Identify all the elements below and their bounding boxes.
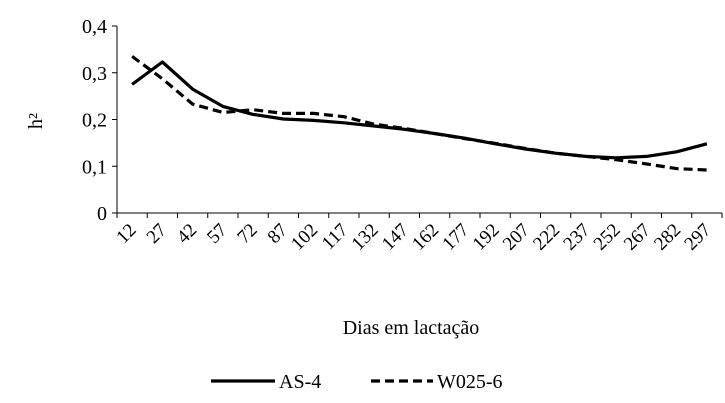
x-tick-label: 117 (318, 220, 353, 255)
y-tick-label: 0,2 (82, 110, 107, 132)
legend: AS-4 W025-6 (211, 371, 503, 393)
x-tick-label: 57 (203, 220, 231, 248)
x-tick-label: 102 (287, 220, 322, 255)
x-tick-label: 27 (143, 220, 171, 248)
x-tick-label: 42 (173, 220, 201, 248)
x-tick-label: 207 (499, 220, 534, 255)
x-tick-label: 147 (378, 220, 413, 255)
x-tick-label: 132 (348, 220, 383, 255)
x-tick-label: 237 (559, 220, 594, 255)
y-axis-ticks: 0 0,1 0,2 0,3 0,4 (82, 16, 117, 225)
x-tick-label: 282 (650, 220, 685, 255)
series-line-w025-6 (131, 55, 707, 172)
y-tick-label: 0,3 (82, 63, 107, 85)
x-axis-ticks: 12 27 42 57 72 871021171321471621771922072222… (112, 213, 723, 255)
series-group (131, 55, 708, 172)
legend-label: AS-4 (279, 371, 321, 393)
x-tick-label: 72 (233, 220, 261, 248)
y-tick-label: 0,4 (82, 16, 107, 38)
x-tick-label: 192 (469, 220, 504, 255)
x-axis-title: Dias em lactação (343, 317, 480, 339)
series-line-as-4 (131, 60, 708, 160)
x-tick-label: 162 (408, 220, 443, 255)
x-tick-label: 177 (438, 220, 473, 255)
x-tick-label: 252 (590, 220, 625, 255)
x-tick-label: 87 (264, 220, 292, 248)
y-tick-label: 0 (97, 203, 107, 225)
y-tick-label: 0,1 (82, 156, 107, 178)
x-tick-label: 222 (529, 220, 564, 255)
x-tick-label: 267 (620, 220, 655, 255)
legend-label: W025-6 (437, 371, 503, 393)
y-axis-title: h² (25, 113, 47, 129)
x-tick-label: 12 (112, 220, 140, 248)
x-tick-label: 297 (680, 220, 715, 255)
